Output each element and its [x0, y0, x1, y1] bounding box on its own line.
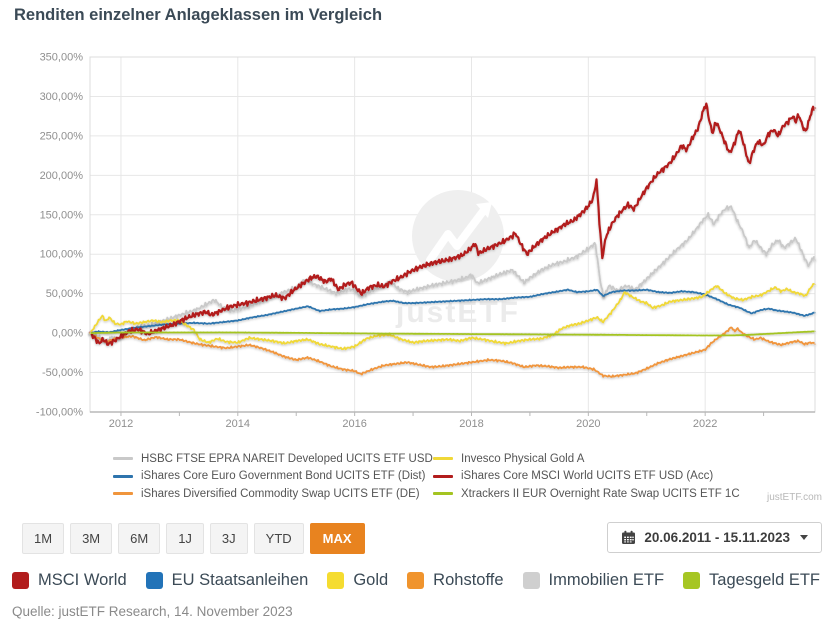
series-line-gold	[89, 283, 816, 351]
asset-legend-label: EU Staatsanleihen	[171, 571, 309, 589]
range-button-6m[interactable]: 6M	[118, 523, 161, 554]
legend-line-swatch	[433, 474, 453, 478]
range-button-3m[interactable]: 3M	[70, 523, 113, 554]
justetf-watermark: justETF	[395, 190, 518, 329]
range-button-max[interactable]: MAX	[309, 523, 365, 554]
legend-item-immobilien-etf[interactable]: HSBC FTSE EPRA NAREIT Developed UCITS ET…	[113, 450, 433, 468]
range-button-ytd[interactable]: YTD	[253, 523, 304, 554]
legend-line-swatch	[113, 492, 133, 496]
series-legend: HSBC FTSE EPRA NAREIT Developed UCITS ET…	[0, 447, 830, 509]
justetf-com-credit: justETF.com	[766, 492, 822, 503]
x-axis-label: 2016	[342, 418, 366, 430]
chart-series	[88, 102, 817, 378]
y-axis-label: 300,00%	[40, 91, 84, 103]
x-axis-label: 2014	[226, 418, 250, 430]
legend-item-tagesgeld-etf[interactable]: Xtrackers II EUR Overnight Rate Swap UCI…	[433, 485, 740, 503]
asset-legend-item-eu-staatsanleihen: EU Staatsanleihen	[145, 571, 309, 590]
time-range-buttons: 1M 3M 6M 1J 3J YTD MAX	[22, 523, 365, 554]
date-range-picker[interactable]: 20.06.2011 - 15.11.2023	[607, 522, 822, 553]
range-button-1j[interactable]: 1J	[166, 523, 204, 554]
range-button-3j[interactable]: 3J	[209, 523, 248, 554]
chevron-down-icon	[800, 535, 808, 540]
series-line-msci-world	[88, 102, 817, 346]
y-axis-label: 200,00%	[40, 170, 84, 182]
legend-item-label: iShares Core MSCI World UCITS ETF USD (A…	[461, 470, 714, 483]
legend-item-gold[interactable]: Invesco Physical Gold A	[433, 450, 740, 468]
y-axis-label: 100,00%	[40, 249, 84, 261]
asset-legend-label: MSCI World	[38, 571, 127, 589]
x-axis-label: 2022	[693, 418, 717, 430]
asset-class-legend: MSCI World EU Staatsanleihen Gold Rohstoffe…	[12, 571, 820, 590]
y-axis-label: -100,00%	[36, 407, 83, 419]
legend-item-label: Xtrackers II EUR Overnight Rate Swap UCI…	[461, 487, 740, 500]
legend-line-swatch	[113, 457, 133, 461]
asset-legend-label: Rohstoffe	[433, 571, 504, 589]
y-axis-label: 250,00%	[40, 130, 84, 142]
asset-legend-item-gold: Gold	[327, 571, 388, 590]
x-axis-label: 2018	[459, 418, 483, 430]
series-line-tagesgeld-etf	[89, 330, 816, 337]
legend-item-eu-staatsanleihen[interactable]: iShares Core Euro Government Bond UCITS …	[113, 468, 433, 486]
date-range-value: 20.06.2011 - 15.11.2023	[644, 530, 790, 545]
series-legend-column-right: Invesco Physical Gold A iShares Core MSCI…	[433, 450, 740, 503]
asset-color-swatch	[145, 572, 163, 589]
page-title: Renditen einzelner Anlageklassen im Verg…	[14, 6, 383, 24]
calendar-icon	[622, 530, 636, 544]
x-axis-label: 2012	[109, 418, 133, 430]
source-note: Quelle: justETF Research, 14. November 2…	[12, 604, 293, 619]
y-axis-label: 150,00%	[40, 209, 84, 221]
legend-item-msci-world[interactable]: iShares Core MSCI World UCITS ETF USD (A…	[433, 468, 740, 486]
legend-item-label: Invesco Physical Gold A	[461, 452, 585, 465]
asset-legend-item-msci-world: MSCI World	[12, 571, 127, 590]
legend-item-label: iShares Core Euro Government Bond UCITS …	[141, 470, 426, 483]
x-axis-label: 2020	[576, 418, 600, 430]
asset-legend-item-immobilien-etf: Immobilien ETF	[522, 571, 665, 590]
chart-axes: 350,00% 300,00% 250,00% 200,00% 150,00% 100,0…	[36, 52, 816, 430]
asset-legend-item-rohstoffe: Rohstoffe	[407, 571, 504, 590]
series-line-immobilien-etf	[89, 205, 816, 343]
series-line-rohstoffe	[89, 326, 816, 378]
legend-line-swatch	[433, 457, 453, 461]
y-axis-label: 0,00%	[52, 328, 83, 340]
legend-line-swatch	[433, 492, 453, 496]
asset-color-swatch	[407, 572, 425, 589]
legend-item-label: HSBC FTSE EPRA NAREIT Developed UCITS ET…	[141, 452, 433, 465]
legend-line-swatch	[113, 474, 133, 478]
series-line-eu-staatsanleihen	[89, 288, 816, 335]
range-button-1m[interactable]: 1M	[22, 523, 65, 554]
watermark-arrow	[426, 206, 488, 264]
asset-legend-item-tagesgeld-etf: Tagesgeld ETF	[683, 571, 820, 590]
asset-color-swatch	[12, 572, 29, 589]
y-axis-label: 350,00%	[40, 52, 84, 64]
y-axis-label: -50,00%	[42, 367, 83, 379]
legend-item-label: iShares Diversified Commodity Swap UCITS…	[141, 487, 420, 500]
legend-item-rohstoffe[interactable]: iShares Diversified Commodity Swap UCITS…	[113, 485, 433, 503]
asset-legend-label: Tagesgeld ETF	[709, 571, 821, 589]
y-axis-label: 50,00%	[46, 288, 84, 300]
watermark-arrowhead	[476, 202, 492, 218]
asset-legend-label: Gold	[353, 571, 389, 589]
asset-color-swatch	[683, 572, 701, 589]
series-legend-column-left: HSBC FTSE EPRA NAREIT Developed UCITS ET…	[113, 450, 433, 503]
asset-color-swatch	[327, 572, 345, 589]
returns-line-chart: justETF 350,00% 300,00% 250,00% 200,00% 150,…	[36, 52, 817, 430]
asset-legend-label: Immobilien ETF	[548, 571, 665, 589]
asset-color-swatch	[522, 572, 540, 589]
